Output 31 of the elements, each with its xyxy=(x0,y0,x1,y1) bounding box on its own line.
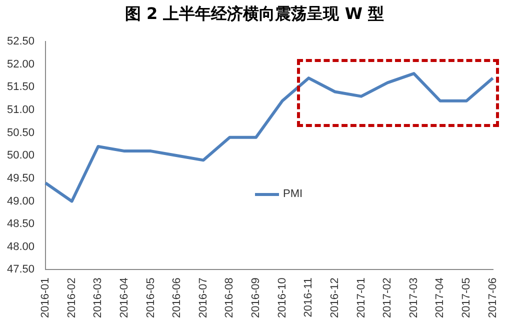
x-tick-label: 2016-04 xyxy=(118,278,130,318)
y-tick-label: 51.50 xyxy=(6,81,35,94)
x-tick-label: 2017-05 xyxy=(460,278,473,318)
y-tick-label: 52.50 xyxy=(6,36,35,48)
y-tick-label: 52.00 xyxy=(6,58,35,70)
y-tick-label: 50.50 xyxy=(6,126,35,139)
y-tick-label: 48.00 xyxy=(6,240,35,253)
x-tick-label: 2017-01 xyxy=(355,278,368,318)
x-tick-label: 2017-02 xyxy=(382,278,394,318)
y-tick-label: 47.50 xyxy=(6,264,35,276)
x-tick-label: 2016-06 xyxy=(171,278,184,318)
x-tick-label: 2017-06 xyxy=(486,278,499,318)
x-tick-label: 2016-09 xyxy=(250,278,262,318)
y-tick-label: 49.50 xyxy=(6,172,35,184)
x-tick-label: 2016-01 xyxy=(40,278,52,318)
x-tick-label: 2017-04 xyxy=(434,278,446,318)
x-tick-label: 2016-03 xyxy=(92,278,104,318)
legend-label: PMI xyxy=(283,188,303,200)
y-tick-label: 50.00 xyxy=(6,150,35,162)
x-tick-label: 2016-08 xyxy=(224,278,236,318)
x-tick-label: 2016-11 xyxy=(302,278,315,318)
y-tick-label: 51.00 xyxy=(6,104,35,116)
x-tick-label: 2017-03 xyxy=(408,278,420,318)
y-tick-label: 48.50 xyxy=(6,218,35,230)
x-tick-label: 2016-05 xyxy=(144,278,157,318)
x-tick-label: 2016-12 xyxy=(328,278,341,318)
chart-title: 图 2 上半年经济横向震荡呈现 W 型 xyxy=(124,4,386,25)
x-tick-label: 2016-10 xyxy=(276,278,288,318)
x-tick-label: 2016-02 xyxy=(66,278,78,318)
y-tick-label: 49.00 xyxy=(6,195,35,208)
x-tick-label: 2016-07 xyxy=(197,278,210,318)
